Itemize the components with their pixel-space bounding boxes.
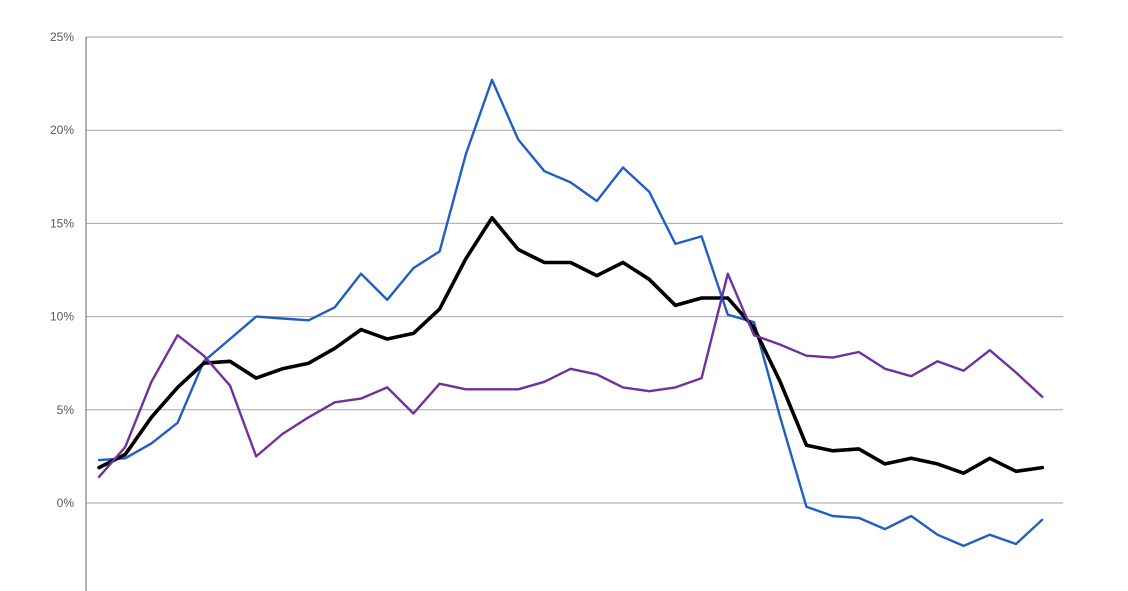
series-line-3 (97, 272, 1044, 479)
y-tick-label: 10% (50, 310, 74, 324)
y-tick-label: 5% (57, 403, 75, 417)
y-tick-label: 0% (57, 496, 75, 510)
y-tick-label: 20% (50, 123, 74, 137)
series-line-2 (97, 216, 1044, 476)
y-tick-labels: 0% 5% 10% 15% 20% 25% (50, 30, 74, 510)
series-line-1 (97, 78, 1044, 548)
gridlines (86, 36, 1063, 504)
y-tick-label: 15% (50, 216, 74, 230)
series-lines (97, 78, 1044, 548)
y-tick-label: 25% (50, 30, 74, 44)
